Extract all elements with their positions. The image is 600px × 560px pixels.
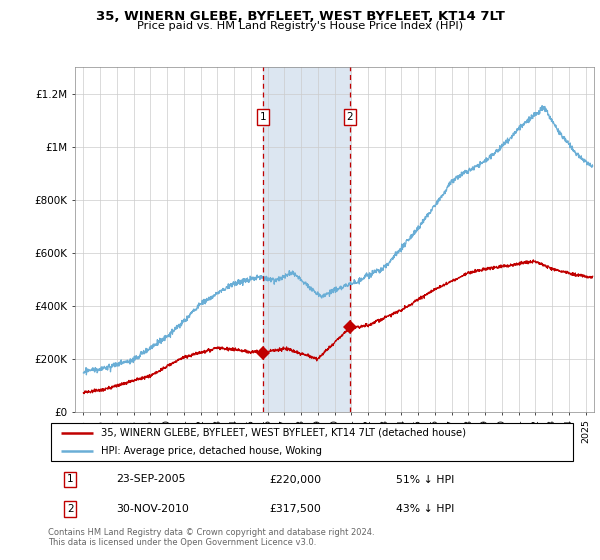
Text: 35, WINERN GLEBE, BYFLEET, WEST BYFLEET, KT14 7LT: 35, WINERN GLEBE, BYFLEET, WEST BYFLEET,… [95, 10, 505, 23]
FancyBboxPatch shape [50, 423, 574, 461]
Text: 2: 2 [347, 112, 353, 122]
Text: HPI: Average price, detached house, Woking: HPI: Average price, detached house, Woki… [101, 446, 322, 456]
Text: 43% ↓ HPI: 43% ↓ HPI [397, 504, 455, 514]
Text: 1: 1 [260, 112, 266, 122]
Text: 35, WINERN GLEBE, BYFLEET, WEST BYFLEET, KT14 7LT (detached house): 35, WINERN GLEBE, BYFLEET, WEST BYFLEET,… [101, 428, 466, 437]
Bar [263, 67, 350, 412]
Text: Price paid vs. HM Land Registry's House Price Index (HPI): Price paid vs. HM Land Registry's House … [137, 21, 463, 31]
Text: 51% ↓ HPI: 51% ↓ HPI [397, 474, 455, 484]
Text: 23-SEP-2005: 23-SEP-2005 [116, 474, 186, 484]
Text: 30-NOV-2010: 30-NOV-2010 [116, 504, 190, 514]
Text: Contains HM Land Registry data © Crown copyright and database right 2024.
This d: Contains HM Land Registry data © Crown c… [48, 528, 374, 547]
Text: £220,000: £220,000 [270, 474, 322, 484]
Text: 2: 2 [67, 504, 73, 514]
Text: £317,500: £317,500 [270, 504, 322, 514]
Text: 1: 1 [67, 474, 73, 484]
